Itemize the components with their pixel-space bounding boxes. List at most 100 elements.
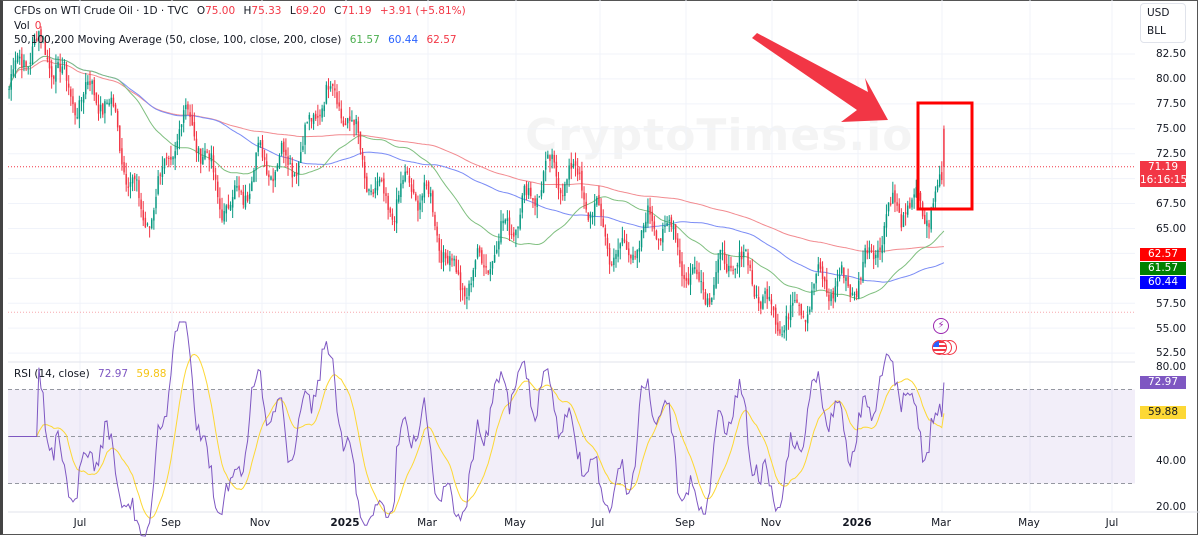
candle-body	[576, 168, 579, 175]
candle-body	[879, 247, 881, 251]
symbol-title[interactable]: CFDs on WTI Crude Oil · 1D · TVC	[14, 5, 189, 17]
candle-body	[40, 29, 42, 38]
time-axis-label: Jul	[1105, 517, 1119, 529]
candle-body	[289, 163, 291, 165]
last-price-tag: 71.19 16:16:15	[1140, 161, 1187, 187]
candle-body	[127, 186, 130, 188]
candle-body	[702, 281, 705, 291]
time-axis-label: May	[504, 517, 526, 529]
candle-body	[926, 220, 928, 227]
candle-body	[308, 115, 311, 120]
candle-body	[608, 247, 611, 265]
candle-body	[568, 165, 570, 180]
candle-body	[146, 223, 149, 225]
candle-body	[519, 214, 521, 229]
currency-unit-button[interactable]: USD BLL	[1140, 3, 1186, 43]
candle-body	[174, 151, 176, 159]
candle-body	[525, 184, 528, 195]
candle-body	[138, 180, 140, 199]
candle-body	[498, 241, 500, 250]
time-axis-label: 2026	[842, 517, 872, 529]
candle-body	[65, 64, 68, 81]
candle-body	[489, 269, 492, 275]
candle-body	[180, 124, 183, 128]
candle-body	[336, 92, 338, 105]
candle-body	[78, 100, 81, 119]
candle-body	[478, 247, 481, 253]
candle-body	[393, 220, 396, 222]
candle-body	[142, 210, 144, 221]
candle-body	[238, 185, 240, 191]
candle-body	[87, 81, 89, 85]
candle-body	[444, 252, 447, 259]
candle-body	[651, 211, 653, 222]
candle-body	[10, 74, 12, 90]
candle-body	[544, 160, 547, 170]
candle-body	[562, 195, 564, 197]
candle-body	[229, 204, 232, 211]
volume-label[interactable]: Vol	[14, 20, 30, 32]
candle-body	[557, 177, 560, 190]
candle-body	[408, 175, 411, 183]
candle-body	[123, 162, 125, 173]
candle-body	[425, 184, 428, 186]
candle-body	[579, 172, 581, 174]
time-axis-label: Mar	[417, 517, 437, 529]
candle-body	[114, 104, 117, 112]
candle-body	[116, 110, 119, 128]
candle-body	[449, 256, 451, 266]
rsi-ma-value: 59.88	[136, 368, 167, 380]
candle-body	[261, 140, 264, 158]
candle-body	[919, 192, 922, 201]
candle-body	[549, 155, 551, 161]
candle-body	[185, 104, 187, 110]
candle-body	[376, 181, 379, 191]
candle-body	[108, 102, 110, 105]
candle-body	[451, 258, 453, 261]
candle-body	[44, 39, 47, 55]
candle-body	[534, 198, 536, 206]
ma-label[interactable]: 50,100,200 Moving Average (50, close, 10…	[14, 34, 342, 46]
candle-body	[649, 206, 651, 215]
candle-body	[293, 174, 296, 176]
candle-body	[628, 248, 630, 256]
ma-legend: 50,100,200 Moving Average (50, close, 10…	[14, 34, 462, 46]
candle-body	[453, 258, 455, 261]
candle-body	[734, 268, 736, 270]
candle-body	[270, 176, 272, 180]
candle-body	[212, 155, 215, 173]
candle-body	[359, 131, 362, 150]
candle-body	[372, 192, 374, 195]
lightning-event-icon[interactable]: ⚡	[933, 318, 949, 334]
candle-body	[689, 273, 692, 285]
candle-body	[310, 117, 313, 122]
candle-body	[240, 191, 242, 193]
candle-body	[464, 287, 466, 297]
candle-body	[274, 171, 277, 181]
candle-body	[504, 219, 506, 223]
candle-body	[157, 176, 159, 194]
candle-body	[357, 121, 360, 133]
candle-body	[395, 199, 398, 224]
candle-body	[332, 83, 334, 86]
candle-body	[470, 283, 472, 286]
candle-body	[600, 203, 602, 217]
candle-body	[800, 304, 803, 316]
rsi-label[interactable]: RSI (14, close)	[14, 368, 90, 380]
candle-body	[647, 205, 649, 224]
candle-body	[404, 171, 406, 182]
ma200-tag: 62.57	[1140, 248, 1186, 261]
us-economic-events-icon[interactable]	[932, 340, 960, 357]
candle-body	[802, 316, 805, 318]
candle-body	[621, 238, 624, 244]
price-axis-label: 52.50	[1155, 347, 1186, 359]
candle-body	[121, 148, 123, 165]
candle-body	[730, 265, 732, 268]
candle-body	[297, 162, 300, 175]
candle-body	[148, 226, 151, 228]
candle-body	[574, 161, 577, 166]
candle-body	[736, 265, 739, 267]
candle-body	[159, 174, 162, 176]
candle-body	[668, 219, 670, 221]
